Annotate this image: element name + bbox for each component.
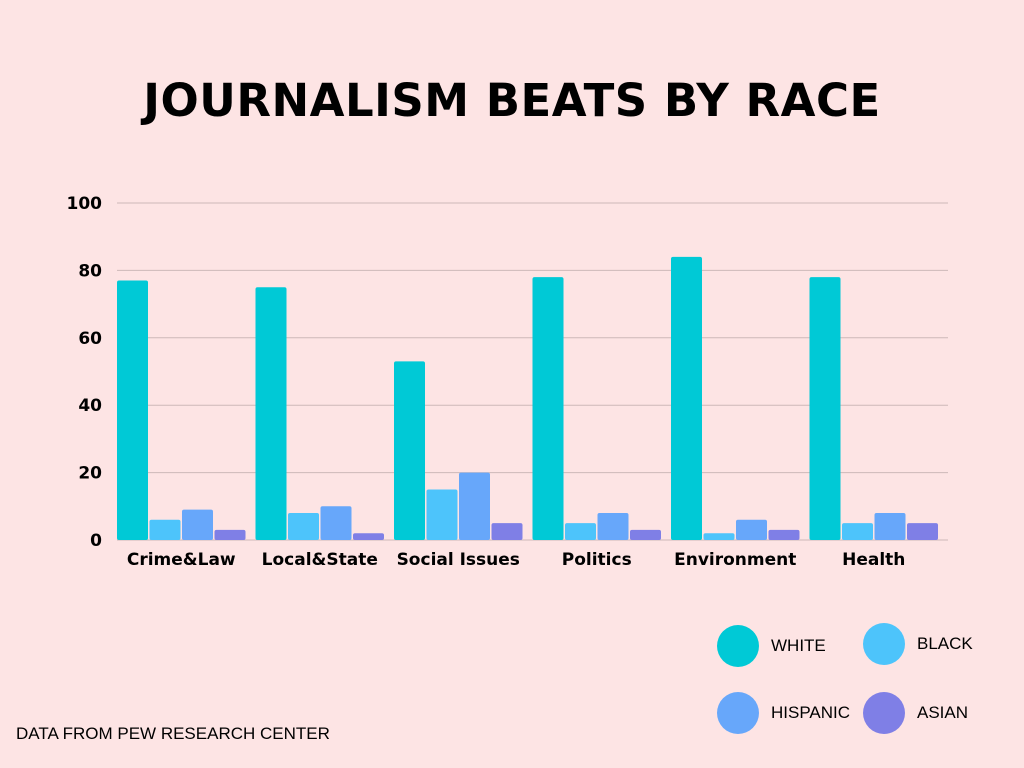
bar-hispanic-6 [874,513,906,540]
x-category-label: Crime&Law [127,550,236,570]
y-tick-label: 20 [78,464,102,484]
legend-item-white: WHITE [717,624,826,668]
bar-white-4 [532,277,564,540]
legend-swatch-black [863,623,905,665]
legend-item-hispanic: HISPANIC [717,691,850,735]
y-tick-label: 100 [67,194,103,214]
bar-hispanic-4 [597,513,629,540]
legend-label-asian: ASIAN [917,703,969,722]
bar-hispanic-3 [459,472,490,540]
legend-label-white: WHITE [771,636,826,655]
bar-asian-3 [491,523,523,540]
bar-asian-2 [353,533,384,540]
legend-item-asian: ASIAN [863,691,968,735]
x-category-label: Politics [562,550,632,570]
bar-black-5 [703,533,735,540]
bar-white-6 [809,277,841,540]
legend-swatch-asian [863,692,905,734]
y-tick-label: 60 [78,329,102,349]
bar-black-3 [426,489,458,540]
legend-swatch-white [717,625,759,667]
x-axis-categories: Crime&Law Local&State Social Issues Politic… [127,550,906,570]
bar-asian-5 [768,529,800,540]
bar-hispanic-2 [320,506,352,540]
bar-hispanic-5 [736,519,767,540]
x-category-label: Health [842,550,905,570]
bars [117,256,938,540]
x-category-label: Environment [674,550,796,570]
bar-black-6 [842,523,873,540]
bar-asian-4 [630,529,661,540]
bar-white-2 [255,287,287,540]
bar-white-5 [671,256,702,540]
bar-black-4 [565,523,596,540]
legend-label-hispanic: HISPANIC [771,703,851,722]
x-category-label: Local&State [262,550,378,570]
chart-title: JOURNALISM BEATS BY RACE [143,74,881,127]
bar-hispanic-1 [182,509,213,540]
legend-item-black: BLACK [863,622,973,666]
y-axis-ticks: 0 20 40 60 80 100 [67,194,103,551]
y-tick-label: 80 [78,261,102,281]
bar-white-1 [117,280,148,540]
x-category-label: Social Issues [397,550,520,570]
bar-black-2 [288,513,319,540]
bar-asian-1 [214,529,246,540]
legend-label-black: BLACK [917,634,973,653]
y-tick-label: 40 [78,396,102,416]
bar-black-1 [149,519,181,540]
bar-white-3 [394,361,425,540]
legend-swatch-hispanic [717,692,759,734]
bar-asian-6 [907,523,938,540]
y-tick-label: 0 [90,531,102,551]
source-note: DATA FROM PEW RESEARCH CENTER [16,724,330,743]
